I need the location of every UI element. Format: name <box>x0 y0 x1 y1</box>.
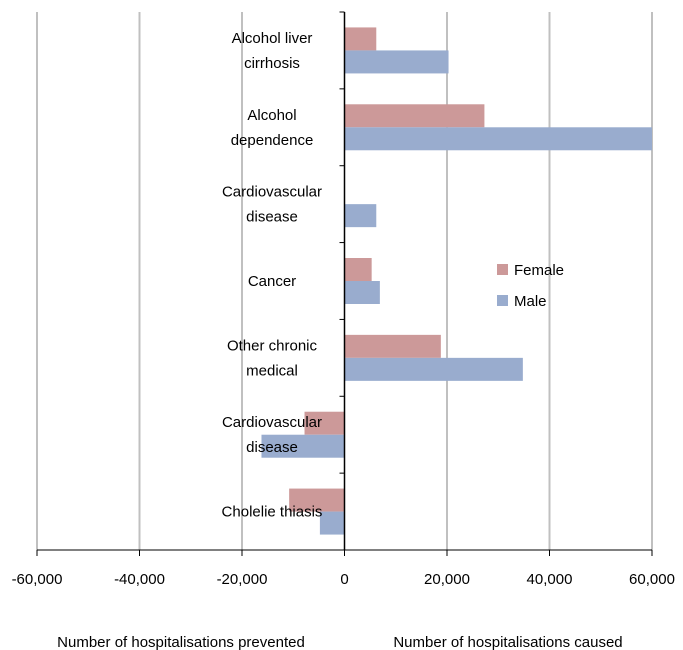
bar-female-0 <box>344 27 377 51</box>
bar-male-0 <box>344 50 449 74</box>
category-label-5-1: disease <box>246 439 298 456</box>
x-tick-labels: -60,000 -40,000 -20,000 0 20,000 40,000 60,000 <box>12 571 675 588</box>
category-label-0-1: cirrhosis <box>244 55 300 72</box>
category-label-4-1: medical <box>246 362 298 379</box>
bar-male-4 <box>344 357 523 381</box>
legend-label-male: Male <box>514 293 547 310</box>
category-label-5-0: Cardiovascular <box>222 414 322 431</box>
bar-female-4 <box>344 334 441 358</box>
bar-male-6 <box>319 511 345 535</box>
bar-male-3 <box>344 281 380 304</box>
bars <box>261 27 652 535</box>
axes <box>36 11 653 556</box>
x-tick-label-4: 20,000 <box>424 571 470 588</box>
x-axis-caption-prevented: Number of hospitalisations prevented <box>57 634 305 650</box>
gridlines <box>36 12 653 550</box>
bar-female-6 <box>289 488 345 512</box>
category-label-0-0: Alcohol liver <box>232 30 313 47</box>
category-label-2-0: Cardiovascular <box>222 184 322 201</box>
bar-female-5 <box>304 411 345 435</box>
x-tick-label-3: 0 <box>340 571 348 588</box>
legend-label-female: Female <box>514 262 564 279</box>
category-label-6-0: Cholelie thiasis <box>222 504 323 521</box>
category-label-1-1: dependence <box>231 132 314 149</box>
x-axis-caption-caused: Number of hospitalisations caused <box>393 634 622 650</box>
bar-female-3 <box>344 258 372 281</box>
legend-swatch-male <box>497 295 508 306</box>
legend-swatch-female <box>497 264 508 275</box>
bar-female-1 <box>344 104 485 128</box>
x-tick-label-5: 40,000 <box>527 571 573 588</box>
bar-male-2 <box>344 204 377 228</box>
category-label-1-0: Alcohol <box>247 107 296 124</box>
bar-male-5 <box>261 434 345 458</box>
category-label-4-0: Other chronic <box>227 337 318 354</box>
x-tick-label-1: -40,000 <box>114 571 165 588</box>
category-label-2-1: disease <box>246 209 298 226</box>
x-tick-label-0: -60,000 <box>12 571 63 588</box>
category-labels: Alcohol liver cirrhosis Alcohol dependence C… <box>222 30 323 521</box>
legend: Female Male <box>497 262 564 310</box>
bar-male-1 <box>344 127 652 151</box>
x-tick-label-2: -20,000 <box>217 571 268 588</box>
category-label-3-0: Cancer <box>248 273 296 290</box>
x-tick-label-6: 60,000 <box>629 571 675 588</box>
